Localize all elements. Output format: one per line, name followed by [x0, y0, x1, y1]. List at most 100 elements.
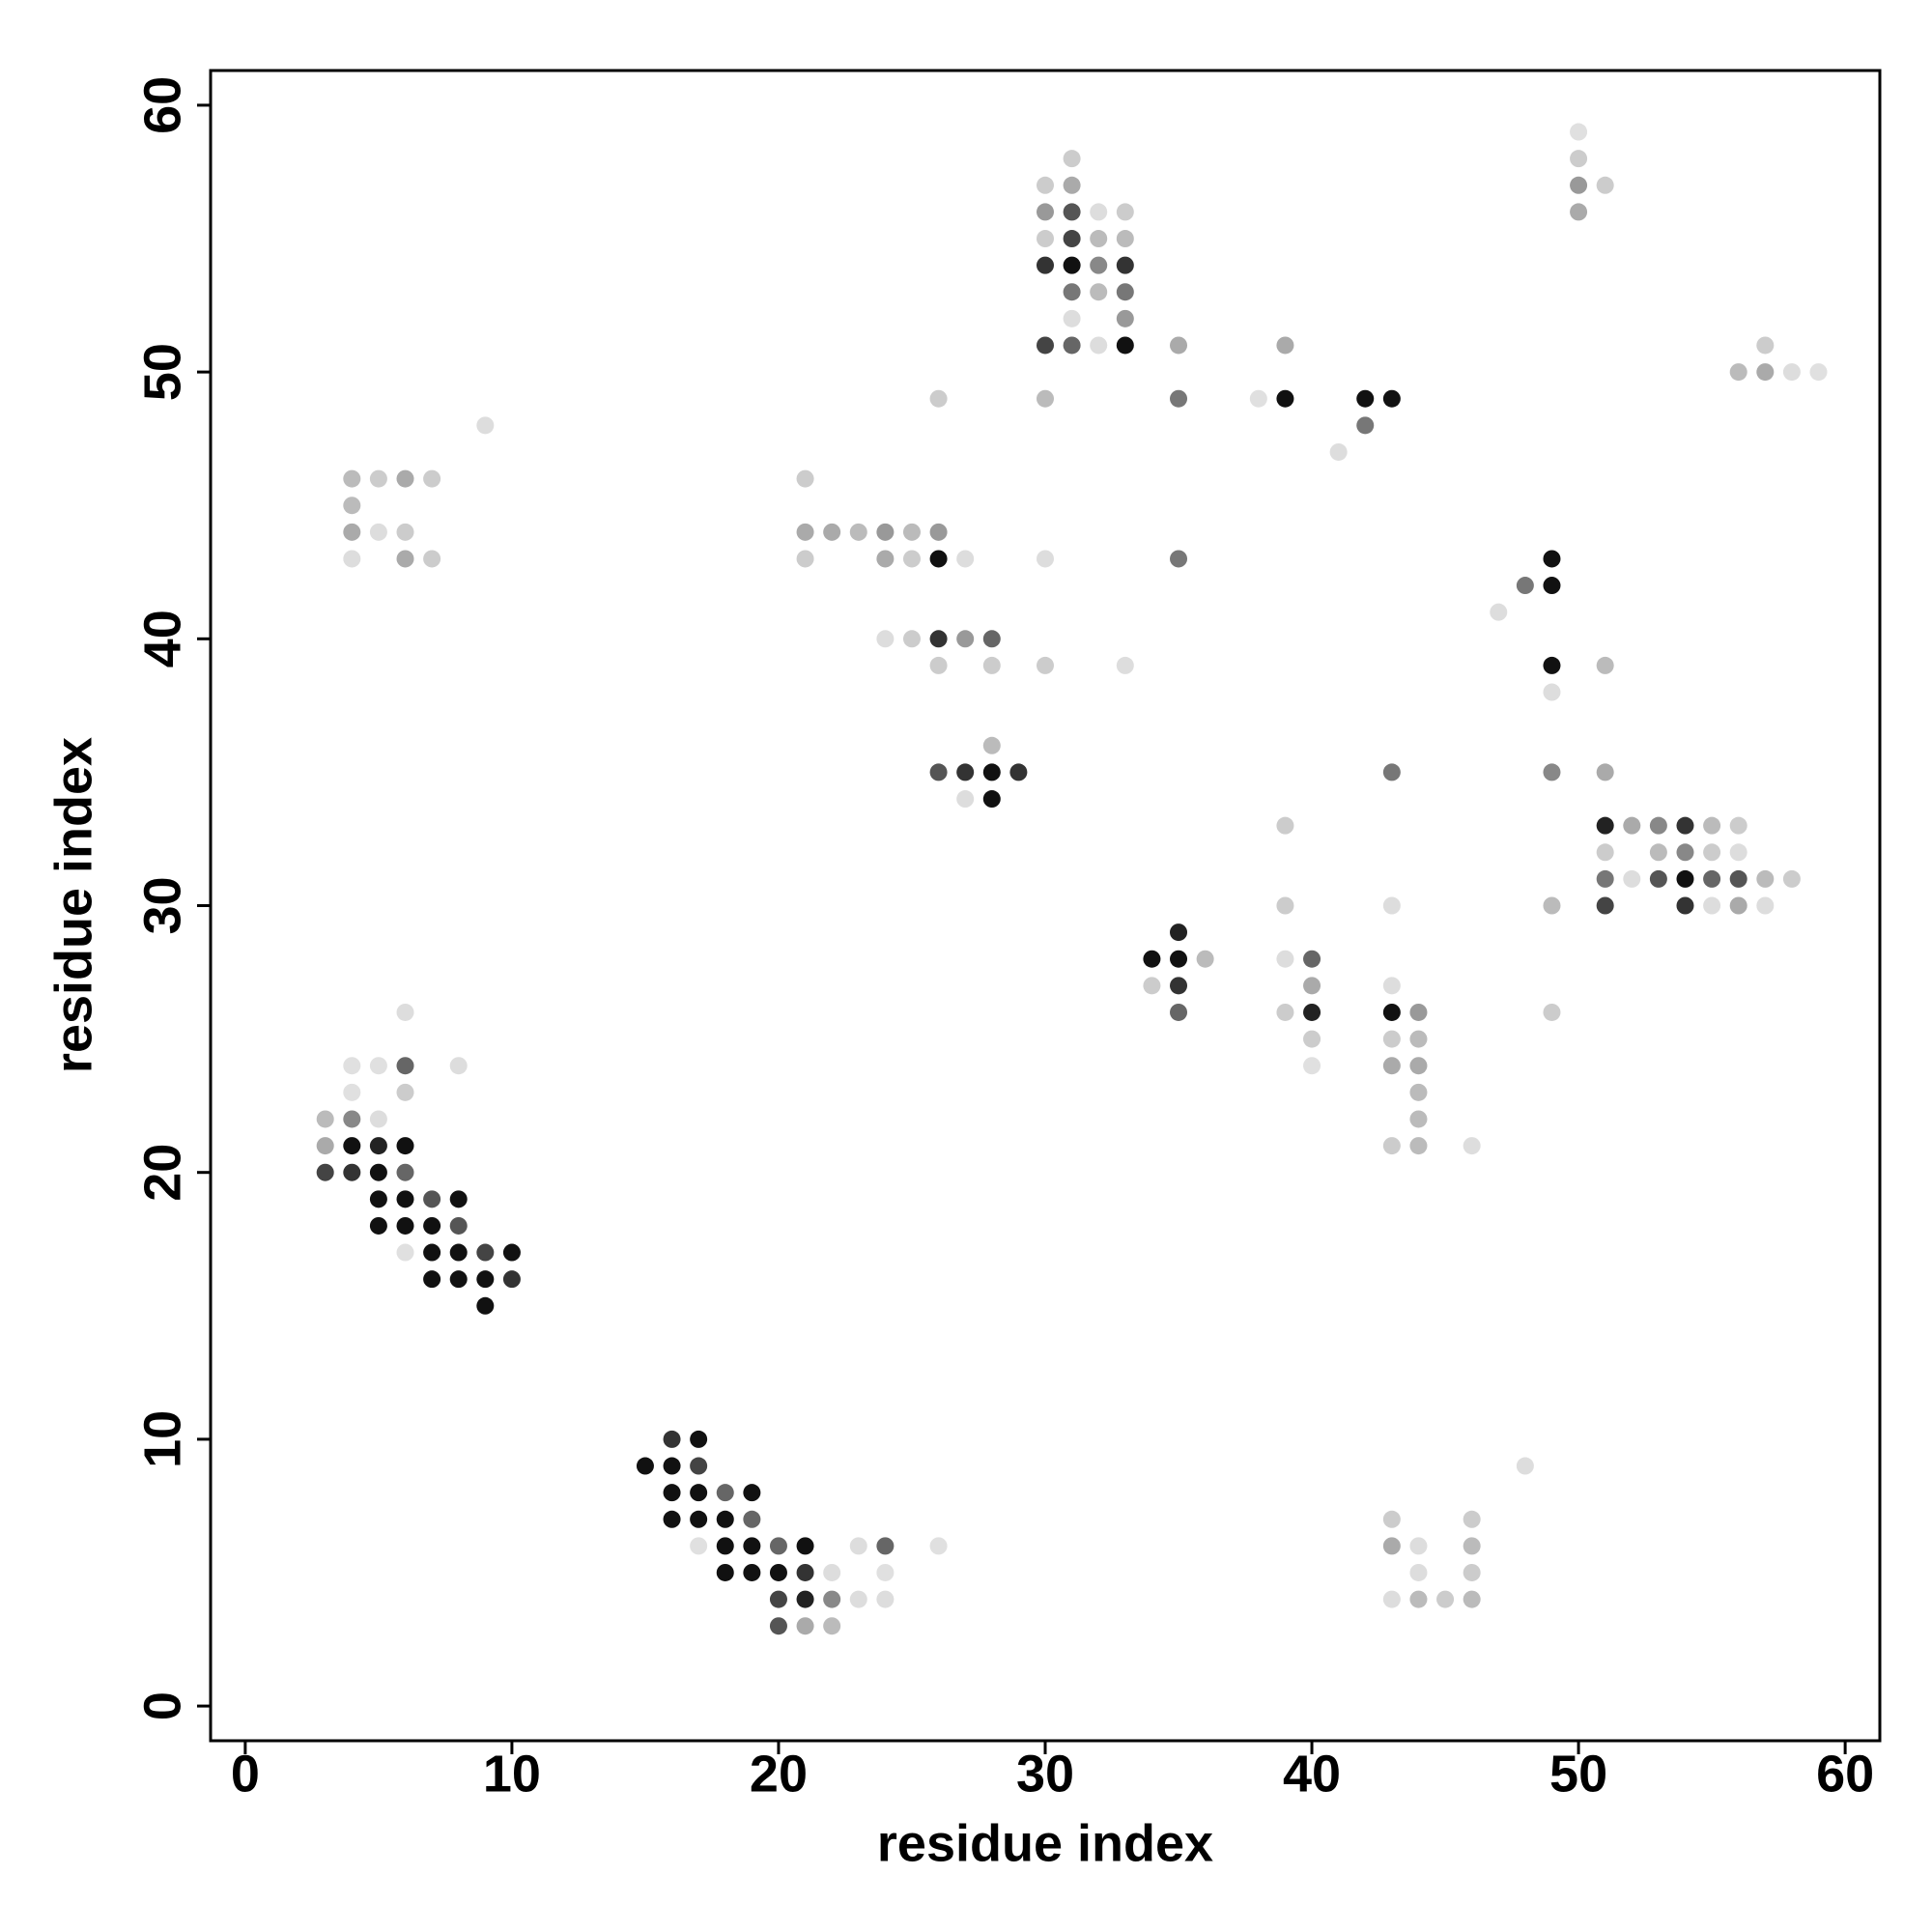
contact-point [316, 1163, 334, 1181]
contact-point [876, 1563, 895, 1581]
contact-point [1809, 363, 1828, 382]
contact-point [449, 1216, 468, 1235]
contact-point [876, 1537, 895, 1555]
contact-point [1703, 869, 1721, 888]
contact-point [1382, 1137, 1401, 1155]
x-tick-label: 0 [231, 1745, 260, 1803]
contact-point [1276, 1003, 1294, 1021]
contact-point [1649, 843, 1667, 862]
contact-point [1116, 656, 1134, 674]
plot-frame [209, 69, 1882, 1743]
contact-point [343, 1083, 361, 1101]
contact-point [1596, 763, 1614, 781]
contact-point [1170, 950, 1188, 968]
y-tick-label: 40 [133, 610, 191, 668]
contact-point [1116, 283, 1134, 301]
contact-point [716, 1510, 734, 1528]
contact-point [796, 550, 814, 568]
contact-point [449, 1190, 468, 1208]
contact-point [690, 1457, 708, 1475]
contact-point [476, 1270, 495, 1289]
contact-point [929, 523, 948, 541]
contact-point [1276, 336, 1294, 355]
contact-point [769, 1617, 787, 1635]
contact-point [1356, 416, 1375, 435]
contact-point [1782, 363, 1801, 382]
contact-point [769, 1563, 787, 1581]
contact-point [1756, 336, 1775, 355]
contact-point [1063, 176, 1081, 194]
contact-point [1436, 1590, 1455, 1608]
contact-point [1409, 1537, 1428, 1555]
contact-point [1090, 230, 1108, 248]
contact-point [929, 1537, 948, 1555]
contact-point [476, 416, 495, 435]
contact-point [1303, 1030, 1321, 1048]
contact-point [1543, 577, 1561, 595]
contact-point [1063, 230, 1081, 248]
contact-point [1170, 1003, 1188, 1021]
x-tick-label: 40 [1283, 1745, 1341, 1803]
contact-point [423, 1190, 441, 1208]
contact-point [1596, 843, 1614, 862]
contact-point [1676, 843, 1694, 862]
contact-point [1703, 896, 1721, 915]
contact-point [423, 1270, 441, 1289]
contact-point [369, 1216, 387, 1235]
contact-point [1570, 150, 1588, 168]
contact-point [1329, 442, 1348, 461]
contact-point [823, 1617, 841, 1635]
contact-point [1382, 1003, 1401, 1021]
contact-point [396, 1137, 414, 1155]
contact-point [1276, 389, 1294, 408]
contact-point [1116, 203, 1134, 221]
contact-point [956, 550, 975, 568]
contact-point [1303, 977, 1321, 995]
contact-point [1623, 816, 1641, 835]
contact-point [716, 1563, 734, 1581]
contact-point [1409, 1057, 1428, 1075]
contact-point [396, 1003, 414, 1021]
contact-point [1729, 363, 1747, 382]
contact-point [663, 1457, 681, 1475]
contact-point [1276, 816, 1294, 835]
contact-point [1382, 977, 1401, 995]
contact-point [1649, 869, 1667, 888]
contact-point [1516, 1457, 1534, 1475]
contact-point [1756, 363, 1775, 382]
contact-point [316, 1137, 334, 1155]
contact-point [343, 523, 361, 541]
contact-point [1116, 256, 1134, 274]
contact-point [876, 523, 895, 541]
contact-point [369, 523, 387, 541]
contact-point [1037, 230, 1054, 248]
contact-point [690, 1510, 708, 1528]
contact-point [929, 763, 948, 781]
contact-point [823, 523, 841, 541]
contact-point [476, 1296, 495, 1315]
contact-point [1090, 203, 1108, 221]
contact-point [1409, 1030, 1428, 1048]
contact-point [343, 1110, 361, 1128]
y-axis-title: residue index [44, 737, 102, 1073]
contact-point [1090, 283, 1108, 301]
contact-point [396, 1190, 414, 1208]
contact-point [796, 1590, 814, 1608]
contact-point [1063, 256, 1081, 274]
contact-point [743, 1537, 761, 1555]
contact-point [796, 1617, 814, 1635]
contact-point [1729, 869, 1747, 888]
contact-point [1409, 1563, 1428, 1581]
contact-point [823, 1590, 841, 1608]
contact-point [1409, 1083, 1428, 1101]
contact-point [982, 656, 1001, 674]
contact-point [343, 469, 361, 488]
y-tick-label: 50 [133, 343, 191, 401]
contact-point [902, 630, 921, 648]
contact-point [690, 1430, 708, 1448]
contact-point [1596, 176, 1614, 194]
contact-point [1782, 869, 1801, 888]
contact-point [423, 469, 441, 488]
x-tick-label: 10 [483, 1745, 541, 1803]
